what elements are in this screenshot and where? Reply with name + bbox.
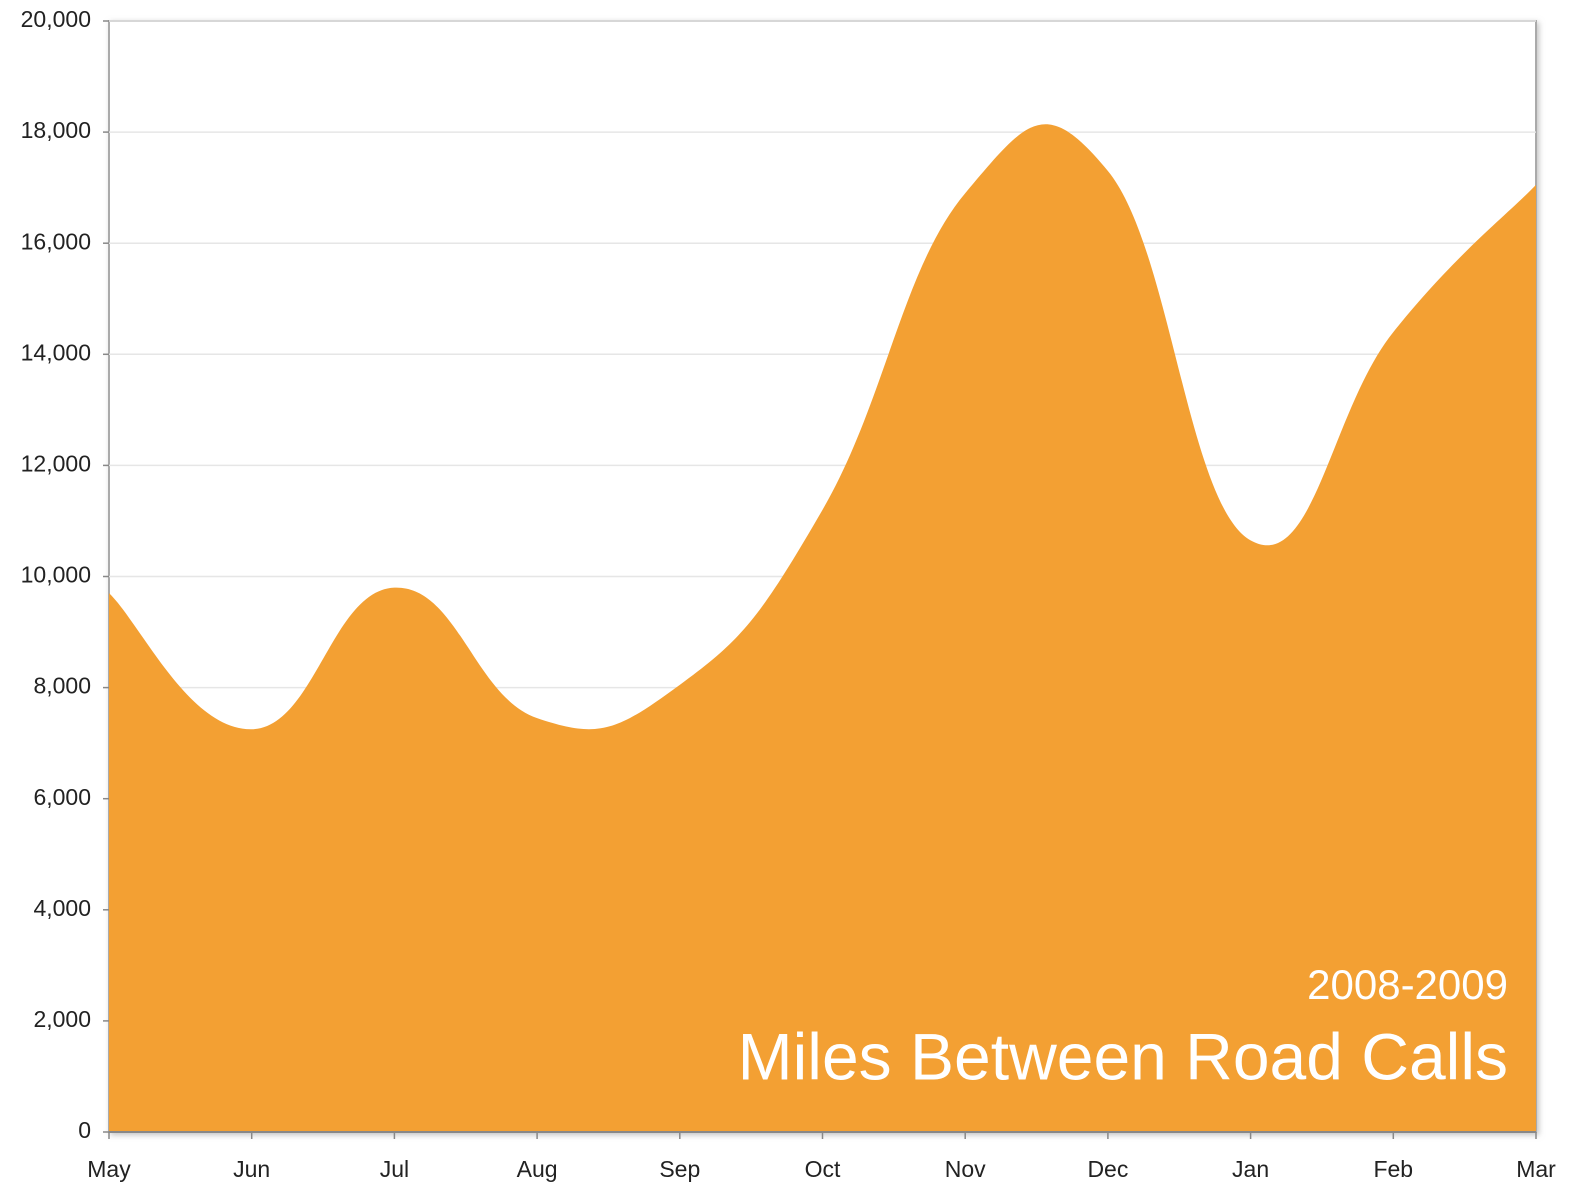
y-tick-label: 14,000: [21, 339, 91, 365]
x-tick-label: Mar: [1516, 1156, 1556, 1182]
y-tick-label: 16,000: [21, 228, 91, 254]
chart-title: Miles Between Road Calls: [738, 1019, 1508, 1093]
y-tick-label: 10,000: [21, 562, 91, 588]
x-tick-label: May: [87, 1156, 131, 1182]
x-tick-label: Sep: [659, 1156, 700, 1182]
y-tick-label: 6,000: [33, 784, 91, 810]
x-tick-label: Nov: [945, 1156, 986, 1182]
y-tick-label: 18,000: [21, 117, 91, 143]
y-tick-label: 12,000: [21, 450, 91, 476]
y-tick-label: 2,000: [33, 1006, 91, 1032]
x-tick-label: Oct: [805, 1156, 841, 1182]
y-tick-label: 0: [78, 1117, 91, 1143]
y-tick-label: 8,000: [33, 673, 91, 699]
y-tick-label: 4,000: [33, 895, 91, 921]
x-tick-label: Dec: [1087, 1156, 1128, 1182]
area: [109, 124, 1536, 1133]
y-tick-label: 20,000: [21, 6, 91, 32]
x-tick-label: Aug: [517, 1156, 558, 1182]
chart-subtitle: 2008-2009: [1307, 961, 1508, 1008]
x-tick-label: Jun: [233, 1156, 270, 1182]
x-tick-label: Feb: [1373, 1156, 1413, 1182]
x-tick-label: Jul: [380, 1156, 409, 1182]
x-tick-label: Jan: [1232, 1156, 1269, 1182]
